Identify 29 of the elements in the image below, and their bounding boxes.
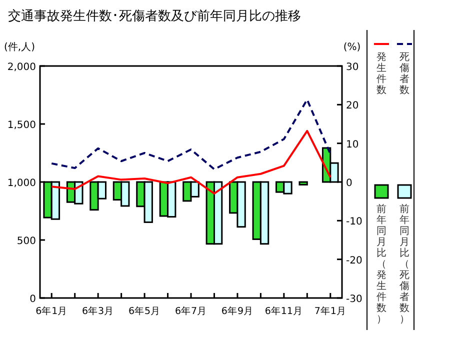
chart-title: 交通事故発生件数･死傷者数及び前年同月比の推移: [8, 8, 301, 24]
x-tick-label: 6年5月: [128, 305, 161, 317]
y-tick-label: 1,500: [7, 120, 36, 131]
line-series: [50, 130, 332, 195]
x-tick-label: 6年9月: [221, 305, 254, 317]
bar: [298, 181, 308, 186]
line-series: [50, 98, 332, 170]
y2-tick-label: 10: [346, 139, 359, 150]
y2-tick-label: 20: [346, 100, 359, 112]
y2-tick-label: 0: [346, 178, 352, 189]
text: 前年同月比（死傷者数）: [400, 204, 410, 325]
y2-tick-label: 30: [346, 62, 359, 73]
y-tick-label: 500: [16, 236, 36, 247]
x-tick-label: 6年11月: [264, 305, 303, 317]
legend-label: 死傷者数: [400, 52, 410, 96]
legend-label: 発生件数: [376, 52, 386, 96]
y2-tick-label: -10: [346, 216, 362, 228]
y2-tick-label: -20: [346, 255, 362, 266]
y2-axis-title: (%): [343, 42, 361, 53]
x-tick-label: 6年3月: [82, 305, 114, 317]
y-tick-label: 2,000: [7, 62, 36, 73]
y-tick-label: 1,000: [7, 178, 36, 189]
text: 前年同月比（発生件数）: [376, 204, 386, 325]
x-tick-label: 6年7月: [174, 305, 208, 317]
y-tick-label: 0: [30, 294, 36, 305]
y-axis-title: (件,人): [4, 42, 36, 53]
x-tick-label: 7年1月: [314, 305, 346, 317]
y2-tick-label: -30: [346, 294, 362, 305]
x-tick-label: 6年1月: [36, 305, 68, 317]
